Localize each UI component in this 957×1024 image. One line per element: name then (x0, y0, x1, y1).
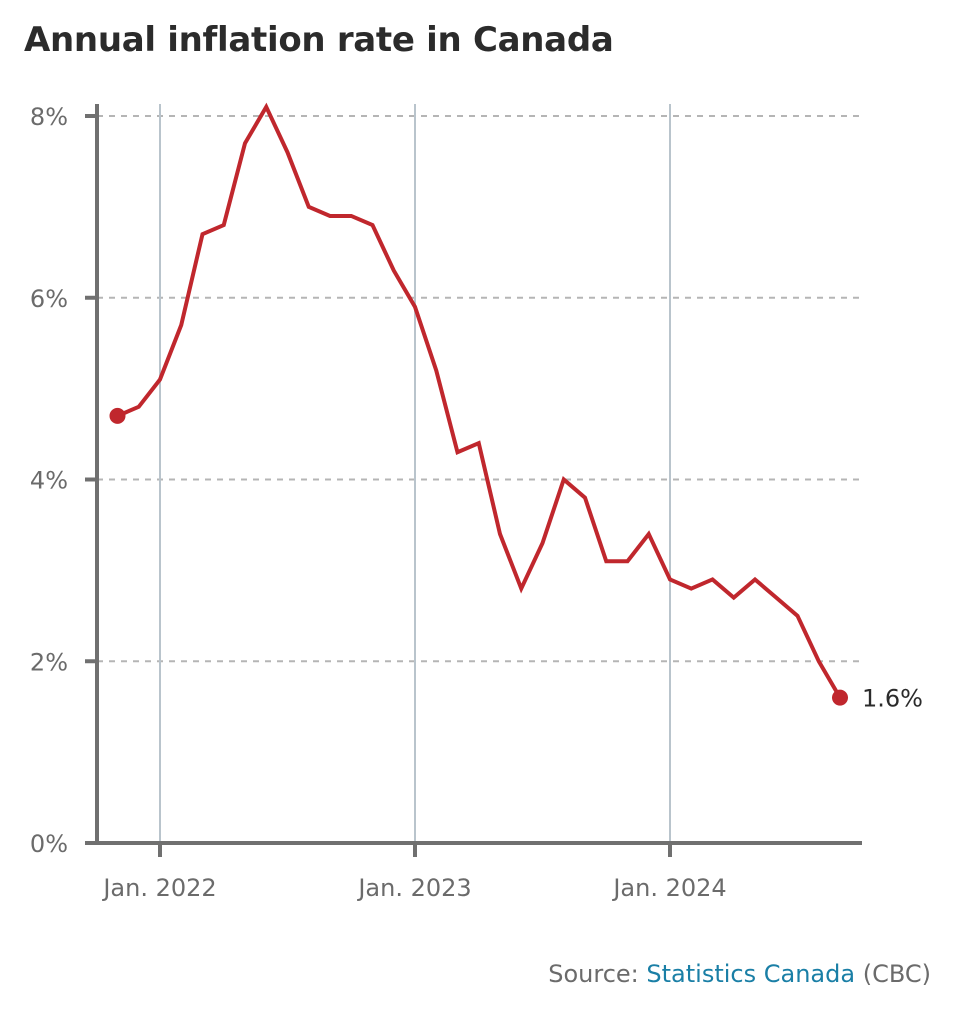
horizontal-gridlines (97, 115, 862, 663)
data-point (498, 532, 502, 536)
chart-title: Annual inflation rate in Canada (24, 20, 614, 60)
y-tick-label: 2% (30, 648, 68, 676)
data-point (774, 596, 778, 600)
data-point (732, 596, 736, 600)
line-chart: 0% 2% 4% 6% 8% Jan. 2022 Jan. 2023 Jan. 2024 1… (30, 102, 923, 902)
axes (95, 104, 862, 845)
data-point (286, 150, 290, 154)
data-point (222, 223, 226, 227)
source-suffix: (CBC) (855, 960, 931, 988)
series-line (115, 102, 842, 700)
x-tick-label: Jan. 2022 (101, 874, 216, 902)
data-point (711, 577, 715, 581)
x-tick-label: Jan. 2024 (611, 874, 726, 902)
data-point (477, 441, 481, 445)
data-point (456, 450, 460, 454)
data-point (562, 478, 566, 482)
vertical-gridlines (159, 104, 671, 843)
start-marker (109, 407, 126, 424)
source-credit: Source: Statistics Canada (CBC) (548, 960, 931, 988)
x-tick-label: Jan. 2023 (356, 874, 471, 902)
data-point (583, 496, 587, 500)
data-point (668, 577, 672, 581)
data-point (796, 614, 800, 618)
end-marker (832, 689, 848, 706)
y-tick-label: 6% (30, 285, 68, 313)
series: 1.6% (109, 102, 923, 713)
data-point (243, 141, 247, 145)
source-link[interactable]: Statistics Canada (646, 960, 856, 988)
data-point (201, 232, 205, 236)
data-point (371, 223, 375, 227)
data-point (541, 541, 545, 545)
data-point (349, 214, 353, 218)
data-point (434, 368, 438, 372)
data-point (137, 405, 141, 409)
data-point (179, 323, 183, 327)
data-point (307, 205, 311, 209)
data-point (604, 559, 608, 563)
data-point (413, 305, 417, 309)
data-point (158, 378, 162, 382)
data-point (626, 559, 630, 563)
end-value-label: 1.6% (862, 685, 923, 713)
y-tick-label: 0% (30, 830, 68, 858)
y-tick-label: 4% (30, 467, 68, 495)
data-point (647, 532, 651, 536)
x-axis-ticks: Jan. 2022 Jan. 2023 Jan. 2024 (101, 843, 727, 902)
data-point (689, 587, 693, 591)
data-point (264, 105, 268, 109)
y-axis-ticks: 0% 2% 4% 6% 8% (30, 103, 97, 858)
data-point (817, 659, 821, 663)
data-point (519, 587, 523, 591)
data-point (392, 268, 396, 272)
source-prefix: Source: (548, 960, 647, 988)
data-point (753, 577, 757, 581)
data-point (328, 214, 332, 218)
y-tick-label: 8% (30, 103, 68, 131)
